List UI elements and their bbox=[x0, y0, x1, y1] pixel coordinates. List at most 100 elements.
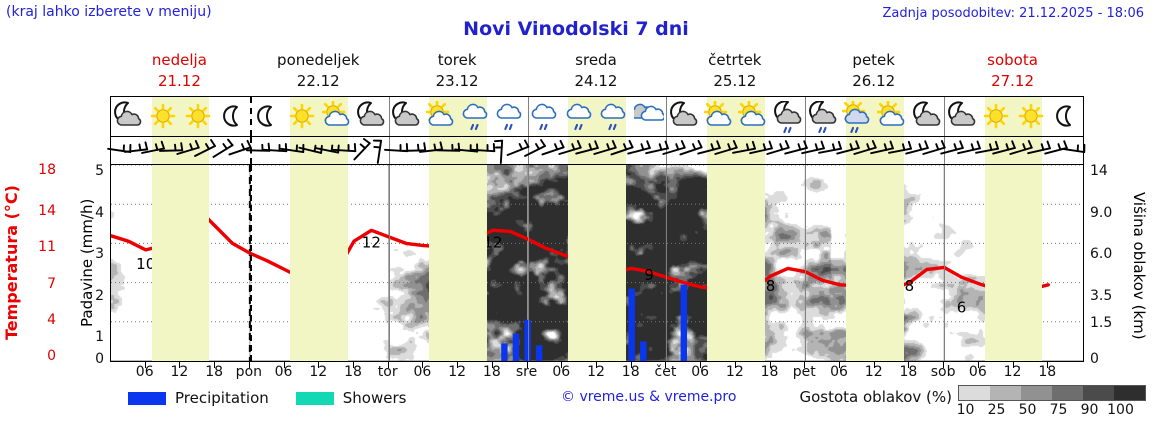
day-separator bbox=[388, 97, 390, 136]
cloud-density-cell bbox=[1083, 386, 1114, 400]
wind-barb bbox=[574, 137, 602, 165]
wind-barb bbox=[609, 137, 637, 165]
cloud-density-legend-label: Gostota oblakov (%) bbox=[799, 388, 952, 406]
wind-barb bbox=[401, 137, 429, 165]
daylight-band bbox=[429, 165, 488, 361]
cloud-icon bbox=[634, 101, 665, 133]
wind-barb bbox=[644, 137, 672, 165]
cloudheight-axis-title: Višina oblakov (km) bbox=[1130, 192, 1148, 340]
wind-barb bbox=[331, 137, 359, 165]
x-axis-tick: 18 bbox=[344, 364, 362, 380]
x-axis-tickmark bbox=[179, 362, 181, 368]
sun-icon bbox=[183, 101, 213, 133]
day-separator bbox=[666, 97, 668, 136]
chart-plot-area: 101471291289686869 bbox=[111, 165, 1083, 361]
x-axis-tick: 06 bbox=[691, 364, 710, 380]
temperature-point-label: 12 bbox=[483, 233, 502, 251]
sun-icon bbox=[148, 101, 178, 133]
x-axis-tick: 18 bbox=[205, 364, 224, 380]
precipitation-legend: Precipitation Showers bbox=[128, 389, 406, 407]
day-separator bbox=[944, 137, 946, 164]
x-axis-tickmark bbox=[630, 362, 632, 368]
daylight-band bbox=[568, 165, 626, 361]
x-axis-tickmark bbox=[804, 362, 806, 368]
day-separator bbox=[805, 137, 807, 164]
x-axis-tick: 12 bbox=[448, 364, 467, 380]
wind-barb bbox=[140, 137, 168, 165]
wind-barb bbox=[852, 137, 880, 165]
day-separator bbox=[249, 97, 252, 136]
day-separator bbox=[527, 137, 529, 164]
wind-barb bbox=[817, 137, 845, 165]
moon-cloud-icon bbox=[391, 101, 421, 133]
wind-barb bbox=[192, 137, 220, 165]
cloud-density-ticks: 10 25 50 75 90 100 bbox=[950, 402, 1146, 418]
wind-barb bbox=[991, 137, 1019, 165]
day-date: 27.12 bbox=[991, 72, 1035, 90]
sun-icon bbox=[1016, 101, 1046, 133]
x-axis-tickmark bbox=[596, 362, 597, 368]
day-separator bbox=[805, 165, 807, 361]
temperature-point-label: 9 bbox=[644, 266, 654, 284]
x-axis-tickmark bbox=[1012, 362, 1014, 368]
x-axis-tick: 12 bbox=[170, 364, 189, 380]
weather-icon-row bbox=[111, 97, 1083, 137]
x-axis-tick: pet bbox=[792, 364, 816, 380]
temperature-point-label: 10 bbox=[136, 255, 155, 273]
page-title: Novi Vinodolski 7 dni bbox=[463, 18, 689, 40]
cloud-density-tick: 100 bbox=[1107, 402, 1134, 418]
temperature-tick: 14 bbox=[38, 203, 56, 219]
precipitation-tick: 5 bbox=[95, 163, 104, 179]
x-axis-tickmark bbox=[977, 362, 979, 368]
day-date: 21.12 bbox=[157, 72, 201, 90]
day-separator bbox=[388, 165, 390, 361]
wind-barb bbox=[835, 137, 863, 165]
day-header-2: torek 23.12 bbox=[388, 50, 527, 92]
x-axis-tickmark bbox=[214, 362, 216, 368]
wind-barb bbox=[783, 137, 811, 165]
x-axis-tick: pon bbox=[235, 364, 263, 380]
x-axis-tickmark bbox=[1047, 362, 1049, 368]
x-axis-tick: 18 bbox=[1038, 364, 1057, 380]
showers-legend-label: Showers bbox=[342, 389, 407, 407]
wind-barb bbox=[904, 137, 932, 165]
precipitation-legend-label: Precipitation bbox=[175, 389, 269, 407]
wind-barb bbox=[158, 137, 186, 165]
day-name: torek bbox=[437, 51, 477, 69]
x-axis-tickmark bbox=[734, 362, 736, 368]
cloud-density-cell bbox=[1052, 386, 1083, 400]
day-header-4: četrtek 25.12 bbox=[665, 50, 804, 92]
wind-barb bbox=[939, 137, 967, 165]
day-name: sobota bbox=[987, 51, 1038, 69]
day-header-row: nedelja 21.12 ponedeljek 22.12 torek 23.12 sre… bbox=[110, 50, 1084, 94]
x-axis-tickmark bbox=[873, 362, 875, 368]
day-header-6: sobota 27.12 bbox=[943, 50, 1082, 92]
precipitation-tick: 3 bbox=[95, 246, 104, 262]
wind-barb bbox=[921, 137, 949, 165]
x-axis-tick: 12 bbox=[1003, 364, 1022, 380]
x-axis-tickmark bbox=[908, 362, 910, 368]
cloud-rain-icon bbox=[495, 101, 525, 133]
x-axis-tick: 06 bbox=[968, 364, 987, 380]
x-axis-tickmark bbox=[144, 362, 146, 368]
day-separator bbox=[249, 165, 252, 361]
day-separator bbox=[666, 165, 668, 361]
location-menu-note: (kraj lahko izberete v meniju) bbox=[6, 4, 212, 20]
sun-icon bbox=[287, 101, 317, 133]
last-updated-text: Zadnja posodobitev: 21.12.2025 - 18:06 bbox=[882, 6, 1144, 21]
copyright-link[interactable]: © vreme.us & vreme.pro bbox=[561, 389, 737, 405]
moon-icon bbox=[1051, 101, 1081, 133]
day-separator bbox=[805, 97, 807, 136]
wind-barb bbox=[505, 137, 533, 165]
wind-barb bbox=[800, 137, 828, 165]
wind-barb bbox=[1008, 137, 1036, 165]
cloud-density-tick: 50 bbox=[1018, 402, 1037, 418]
wind-barb bbox=[887, 137, 915, 165]
sun-cloud-icon bbox=[877, 101, 907, 133]
x-axis-tickmark bbox=[353, 362, 354, 368]
temperature-tick: 4 bbox=[47, 312, 56, 328]
moon-cloud-rain-icon bbox=[808, 101, 838, 133]
wind-barb bbox=[1060, 137, 1088, 165]
daylight-band bbox=[845, 165, 904, 361]
